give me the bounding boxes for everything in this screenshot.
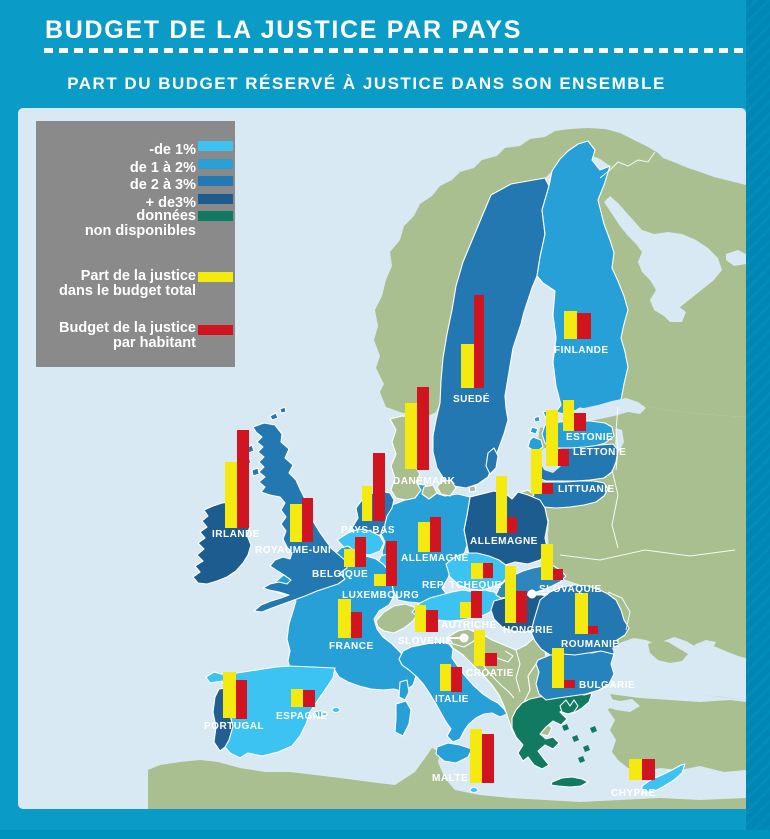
svg-text:ROYAUME-UNI: ROYAUME-UNI — [255, 545, 331, 556]
svg-text:SLOVENIE: SLOVENIE — [398, 636, 453, 647]
svg-text:ROUMANIE: ROUMANIE — [561, 639, 619, 650]
svg-text:PORTUGAL: PORTUGAL — [204, 721, 264, 732]
svg-text:ALLEMAGNE: ALLEMAGNE — [401, 553, 469, 564]
svg-text:PAYS-BAS: PAYS-BAS — [341, 525, 395, 536]
svg-text:SLOVAQUIE: SLOVAQUIE — [539, 584, 602, 595]
svg-text:SUEDÉ: SUEDÉ — [453, 392, 490, 405]
svg-text:LETTONIE: LETTONIE — [573, 447, 626, 458]
svg-text:ALLEMAGNE: ALLEMAGNE — [470, 536, 538, 547]
svg-text:FRANCE: FRANCE — [329, 641, 374, 652]
svg-text:ESPAGNE: ESPAGNE — [276, 711, 328, 722]
svg-text:CHYPRE: CHYPRE — [611, 788, 656, 799]
svg-text:MALTE: MALTE — [432, 773, 468, 784]
svg-text:AUTRICHE: AUTRICHE — [441, 620, 497, 631]
svg-text:HONGRIE: HONGRIE — [503, 625, 553, 636]
svg-text:CROATIE: CROATIE — [466, 668, 514, 679]
svg-text:ITALIE: ITALIE — [435, 694, 469, 705]
svg-text:FINLANDE: FINLANDE — [554, 345, 609, 356]
svg-text:BULGARIE: BULGARIE — [579, 680, 635, 691]
svg-text:BELGIQUE: BELGIQUE — [312, 569, 368, 580]
svg-text:IRLANDE: IRLANDE — [212, 529, 260, 540]
svg-text:DANEMARK: DANEMARK — [393, 476, 456, 487]
svg-text:LUXEMBOURG: LUXEMBOURG — [342, 590, 419, 601]
svg-text:REP. TCHEQUE: REP. TCHEQUE — [422, 580, 502, 591]
svg-text:ESTONIE: ESTONIE — [566, 432, 613, 443]
svg-text:LITTUANIE: LITTUANIE — [558, 484, 615, 495]
